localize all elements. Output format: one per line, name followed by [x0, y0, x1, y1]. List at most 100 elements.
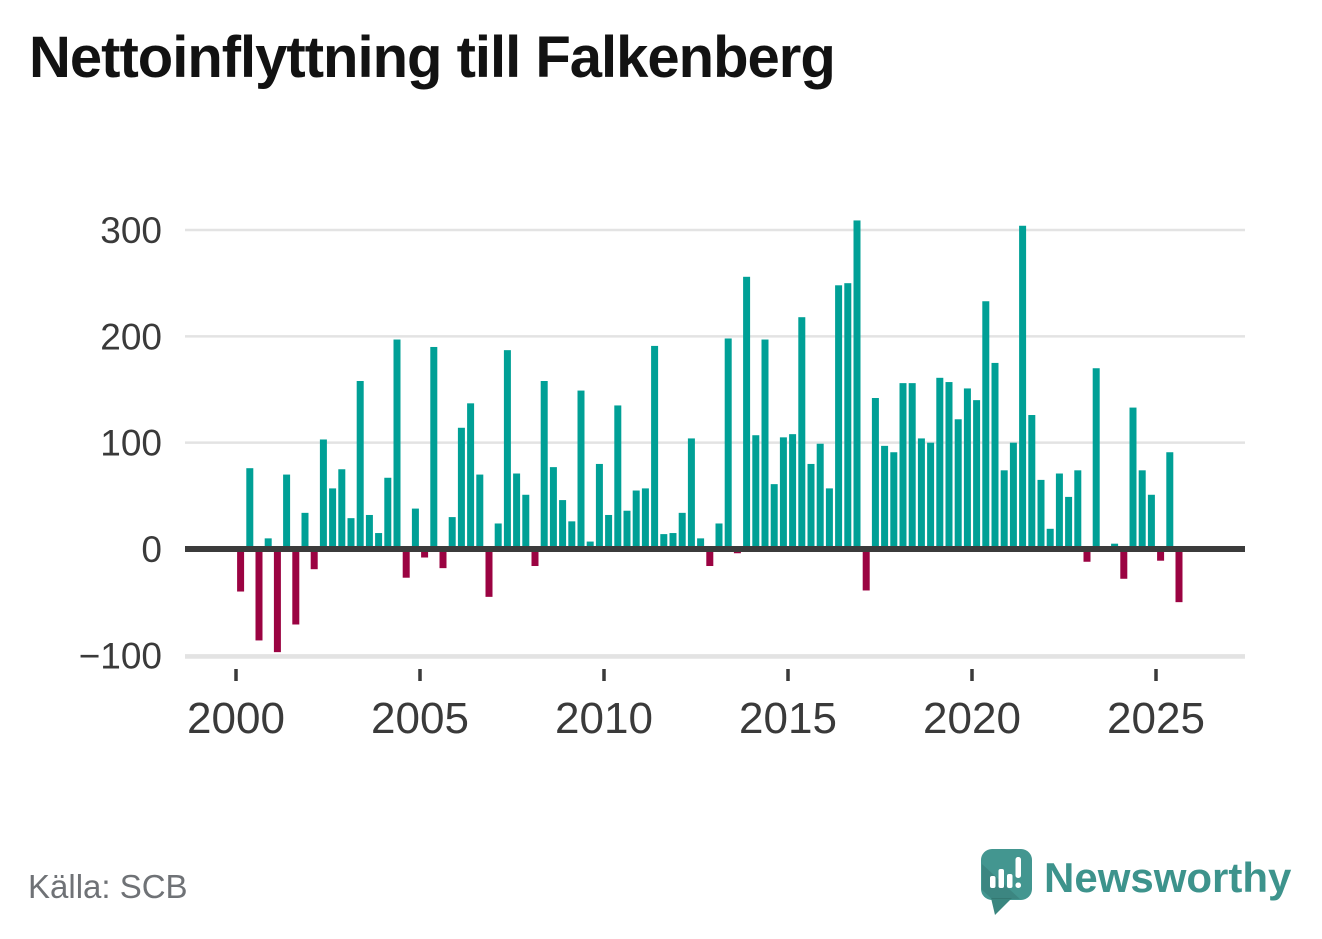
x-tick [970, 669, 974, 681]
x-axis-label: 2025 [1107, 694, 1205, 743]
bar [936, 377, 944, 549]
bar [549, 467, 557, 549]
bar [246, 468, 254, 549]
logo-bar-icon [990, 876, 996, 888]
bar [835, 285, 843, 549]
source-note: Källa: SCB [28, 868, 188, 905]
bar [1129, 407, 1137, 549]
bar [595, 463, 603, 549]
bar [1037, 479, 1045, 549]
bar [881, 445, 889, 549]
bar [743, 276, 751, 549]
bar [310, 549, 318, 570]
y-axis-label: 300 [100, 210, 162, 251]
bar [292, 549, 300, 625]
bar [706, 549, 714, 567]
bar [255, 549, 263, 641]
x-tick [786, 669, 790, 681]
bar [1009, 442, 1017, 549]
logo-bar-icon [998, 869, 1004, 888]
bar [1074, 470, 1082, 549]
logo-bar-icon [1007, 874, 1013, 888]
bar [1000, 470, 1008, 549]
logo-exclamation-icon [1015, 882, 1021, 888]
bar [457, 427, 465, 549]
bar [890, 452, 898, 549]
bar [1138, 470, 1146, 549]
y-axis-label: 100 [100, 423, 162, 464]
bar [1055, 473, 1063, 549]
bar [439, 549, 447, 569]
bar [1028, 415, 1036, 549]
bar [614, 405, 622, 549]
bar [329, 488, 337, 549]
chart-title: Nettoinflyttning till Falkenberg [29, 25, 836, 90]
bar [789, 434, 797, 549]
bar [697, 538, 705, 549]
x-axis-label: 2015 [739, 694, 837, 743]
bar [273, 549, 281, 653]
bar [467, 403, 475, 549]
bar [853, 220, 861, 549]
bar [402, 549, 410, 578]
bar [954, 419, 962, 549]
bar [798, 317, 806, 549]
newsworthy-wordmark: Newsworthy [1044, 854, 1292, 901]
bar [899, 383, 907, 549]
bar [375, 533, 383, 549]
bar [430, 346, 438, 549]
bar [752, 435, 760, 549]
x-axis-label: 2020 [923, 694, 1021, 743]
bar [623, 510, 631, 549]
bar [871, 398, 879, 549]
bar [411, 508, 419, 549]
bar [522, 494, 530, 549]
bar [605, 514, 613, 549]
bar [264, 538, 272, 549]
bar [1092, 368, 1100, 549]
bar [586, 541, 594, 549]
bar [982, 301, 990, 549]
bar [283, 474, 291, 549]
bar [393, 339, 401, 549]
bar [973, 400, 981, 549]
bar [651, 345, 659, 549]
logo-exclamation-icon [1015, 857, 1021, 878]
bar [476, 474, 484, 549]
bar [660, 534, 668, 549]
bar [1157, 549, 1165, 561]
y-axis-label: −100 [79, 635, 162, 676]
bar [641, 488, 649, 549]
bar [421, 549, 429, 558]
y-axis-label: 200 [100, 316, 162, 357]
bar [301, 512, 309, 549]
bar [503, 350, 511, 549]
bar [761, 339, 769, 549]
x-axis-label: 2005 [371, 694, 469, 743]
bar [1120, 549, 1128, 579]
bar [779, 437, 787, 549]
bar [531, 549, 539, 567]
bar [1175, 549, 1183, 603]
bar [1083, 549, 1091, 562]
bar [945, 382, 953, 549]
bar [963, 388, 971, 549]
bar [1147, 494, 1155, 549]
bar [237, 549, 245, 592]
bar [770, 484, 778, 549]
bar [347, 518, 355, 549]
bar [991, 362, 999, 549]
x-tick [418, 669, 422, 681]
bar [862, 549, 870, 591]
bar [632, 490, 640, 549]
x-tick [234, 669, 238, 681]
bar [448, 517, 456, 549]
x-tick [1154, 669, 1158, 681]
bar [577, 390, 585, 549]
bar [844, 283, 852, 549]
bar [678, 512, 686, 549]
bar [494, 523, 502, 549]
x-axis-label: 2010 [555, 694, 653, 743]
bar [568, 521, 576, 549]
